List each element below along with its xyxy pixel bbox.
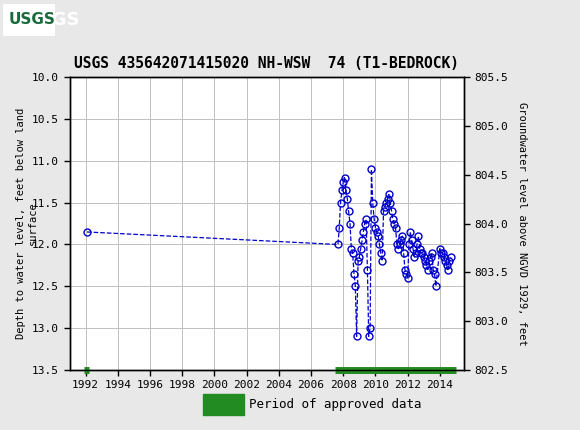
- Title: USGS 435642071415020 NH-WSW  74 (T1-BEDROCK): USGS 435642071415020 NH-WSW 74 (T1-BEDRO…: [74, 55, 459, 71]
- Text: USGS: USGS: [9, 12, 55, 28]
- Y-axis label: Depth to water level, feet below land
surface: Depth to water level, feet below land su…: [16, 108, 38, 339]
- FancyBboxPatch shape: [3, 4, 55, 36]
- Y-axis label: Groundwater level above NGVD 1929, feet: Groundwater level above NGVD 1929, feet: [517, 102, 527, 345]
- Bar: [203, 394, 244, 415]
- Text: Period of approved data: Period of approved data: [249, 398, 422, 411]
- Text: ≡USGS: ≡USGS: [9, 11, 79, 29]
